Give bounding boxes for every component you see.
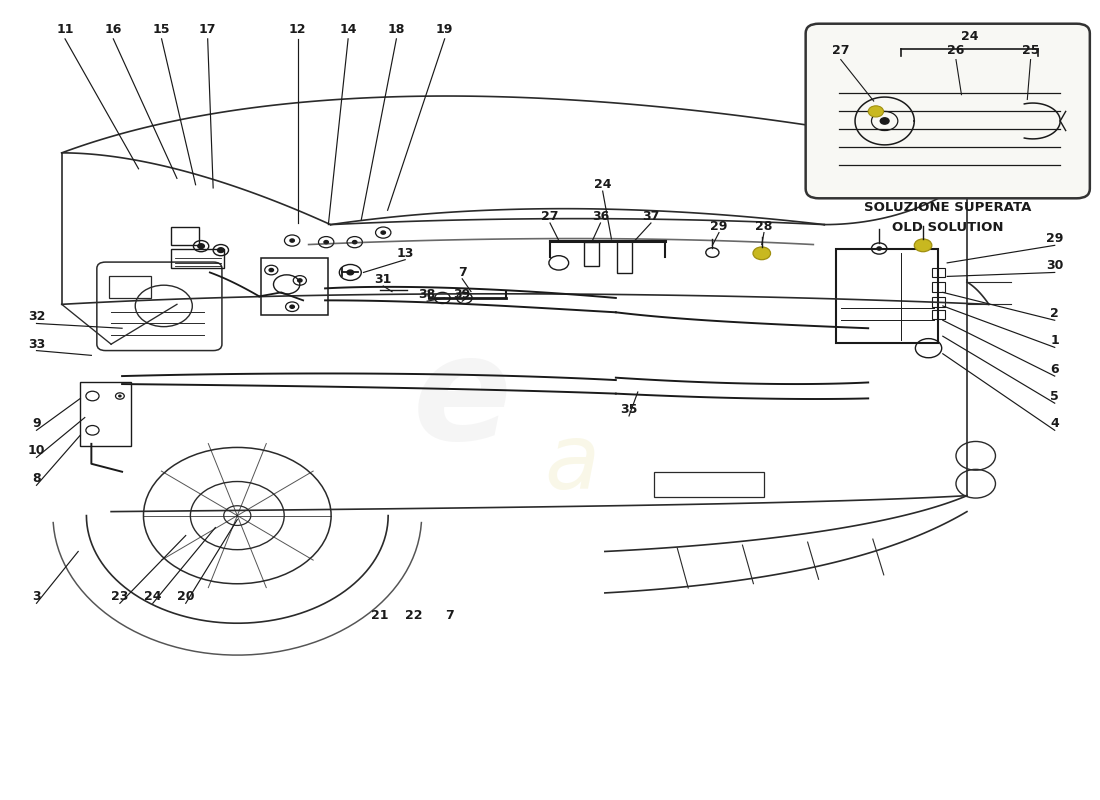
Text: 27: 27	[832, 44, 849, 57]
Text: 16: 16	[104, 23, 122, 37]
Circle shape	[218, 248, 224, 253]
Circle shape	[198, 244, 205, 249]
Text: 12: 12	[289, 23, 307, 37]
Text: 39: 39	[453, 288, 471, 301]
Text: 6: 6	[1050, 363, 1059, 376]
Text: 22: 22	[405, 609, 422, 622]
Circle shape	[868, 106, 883, 117]
Text: 24: 24	[961, 30, 978, 43]
Text: 24: 24	[144, 590, 162, 603]
Circle shape	[914, 239, 932, 252]
FancyBboxPatch shape	[805, 24, 1090, 198]
Bar	[172, 249, 224, 269]
Text: 18: 18	[387, 23, 405, 37]
Text: 3: 3	[32, 590, 41, 603]
Text: 30: 30	[1046, 259, 1064, 273]
Bar	[932, 268, 945, 278]
Circle shape	[119, 395, 121, 397]
Bar	[109, 276, 151, 298]
Text: 11: 11	[56, 23, 74, 37]
Text: 4: 4	[1050, 418, 1059, 430]
Circle shape	[290, 239, 295, 242]
Text: 25: 25	[1022, 44, 1040, 57]
Text: 8: 8	[32, 472, 41, 486]
Text: 20: 20	[177, 590, 195, 603]
Text: OLD SOLUTION: OLD SOLUTION	[892, 221, 1003, 234]
Text: 14: 14	[340, 23, 356, 37]
Text: 27: 27	[541, 210, 559, 223]
Text: e: e	[412, 330, 512, 470]
Circle shape	[877, 247, 881, 250]
Text: 29: 29	[711, 219, 728, 233]
Text: 35: 35	[620, 403, 638, 416]
Text: 33: 33	[28, 338, 45, 350]
Circle shape	[352, 241, 356, 244]
Text: 31: 31	[374, 273, 392, 286]
Text: 19: 19	[436, 23, 453, 37]
Circle shape	[346, 270, 353, 275]
Text: 7: 7	[444, 609, 453, 622]
Text: 7: 7	[458, 266, 466, 279]
Circle shape	[298, 279, 302, 282]
Circle shape	[270, 269, 274, 272]
Text: 1: 1	[1050, 334, 1059, 347]
Text: 29: 29	[1046, 232, 1064, 246]
Text: 26: 26	[947, 44, 965, 57]
Circle shape	[880, 118, 889, 124]
Text: 15: 15	[153, 23, 170, 37]
Text: 5: 5	[1050, 390, 1059, 403]
Circle shape	[754, 247, 770, 260]
Text: SOLUZIONE SUPERATA: SOLUZIONE SUPERATA	[865, 202, 1032, 214]
Text: 2: 2	[1050, 307, 1059, 320]
Bar	[932, 297, 945, 306]
Text: 37: 37	[642, 210, 660, 223]
Text: 9: 9	[32, 418, 41, 430]
Bar	[584, 242, 600, 266]
Circle shape	[381, 231, 385, 234]
Text: 28: 28	[756, 219, 772, 233]
Text: 21: 21	[371, 609, 388, 622]
Text: 36: 36	[592, 210, 609, 223]
Bar	[654, 472, 764, 498]
Bar	[932, 282, 945, 291]
Circle shape	[290, 305, 295, 308]
Circle shape	[324, 241, 329, 244]
Text: 38: 38	[418, 288, 436, 301]
Text: 13: 13	[396, 246, 414, 260]
Text: 32: 32	[28, 310, 45, 323]
Text: 23: 23	[111, 590, 129, 603]
Bar	[932, 310, 945, 319]
Text: a: a	[544, 420, 600, 508]
Text: 10: 10	[28, 444, 45, 458]
Text: 24: 24	[594, 178, 612, 191]
Text: 17: 17	[199, 23, 217, 37]
Bar	[172, 227, 199, 245]
